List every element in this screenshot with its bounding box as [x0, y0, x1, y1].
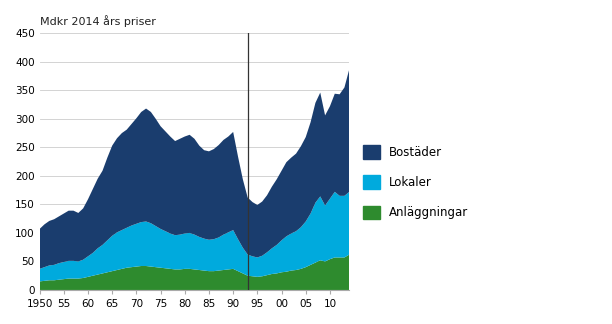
Text: Mdkr 2014 års priser: Mdkr 2014 års priser — [40, 15, 155, 27]
Legend: Bostäder, Lokaler, Anläggningar: Bostäder, Lokaler, Anläggningar — [358, 140, 473, 224]
